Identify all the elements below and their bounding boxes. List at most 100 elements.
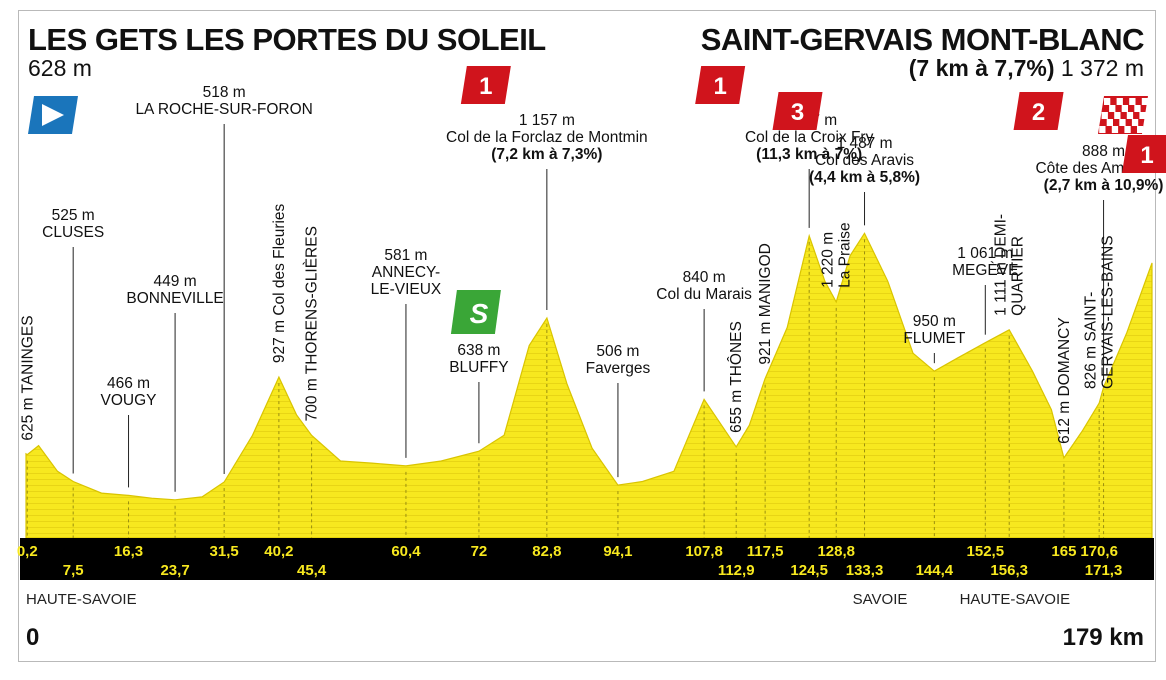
region-label: HAUTE-SAVOIE: [26, 591, 137, 608]
start-town-name: LES GETS LES PORTES DU SOLEIL: [28, 22, 546, 57]
checker-square: [1126, 112, 1134, 119]
finish-info: (7 km à 7,7%) 1 372 m: [701, 56, 1144, 80]
checker-square: [1141, 98, 1149, 105]
waypoint-label-vertical: 700 m THORENS-GLIÈRES: [304, 226, 321, 421]
checker-square: [1129, 98, 1136, 105]
waypoint-label: Col des Aravis: [815, 152, 914, 169]
waypoint-label: CLUSES: [42, 224, 104, 241]
waypoint-label: BLUFFY: [449, 359, 508, 376]
finish-town-name: SAINT-GERVAIS MONT-BLANC: [700, 22, 1145, 57]
climb-category-label: 1: [1140, 142, 1153, 169]
distance-marker-bottom: 144,4: [916, 562, 954, 579]
waypoint-label-vertical: 625 m TANINGES: [19, 315, 36, 440]
waypoint-label: VOUGY: [101, 392, 157, 409]
finish-altitude: 1 372 m: [1060, 55, 1144, 81]
waypoint-label-vertical: 921 m MANIGOD: [757, 243, 774, 364]
waypoint-label: ANNECY-: [372, 264, 440, 281]
checker-square: [1111, 126, 1119, 133]
start-flag-icon: [28, 96, 78, 134]
checker-square: [1104, 98, 1111, 105]
start-flag-arrow: [42, 104, 64, 126]
distance-band: [20, 538, 1154, 580]
distance-marker-bottom: 112,9: [718, 562, 755, 579]
distance-marker-top: 152,5: [967, 543, 1005, 560]
climb-category-1-icon: 1: [695, 66, 746, 104]
waypoint-label: 638 m: [457, 342, 500, 359]
distance-marker-bottom: 23,7: [160, 562, 189, 579]
finish-climb-detail: (7 km à 7,7%): [908, 55, 1055, 81]
waypoint-label: (11,3 km à 7%): [756, 146, 862, 163]
start-header: LES GETS LES PORTES DU SOLEIL 628 m: [28, 22, 546, 81]
distance-marker-top: 117,5: [747, 543, 784, 560]
waypoint-label-vertical: 612 m DOMANCY: [1056, 317, 1073, 444]
checker-square: [1121, 105, 1128, 112]
distance-marker-top: 0,2: [17, 543, 38, 560]
intermediate-sprint-icon: S: [450, 290, 501, 334]
waypoint-label: 581 m: [384, 247, 427, 264]
waypoint-label-vertical: 1 111 m DEMI-: [993, 214, 1010, 316]
distance-marker-top: 72: [471, 543, 488, 560]
waypoint-label: LA ROCHE-SUR-FORON: [135, 101, 312, 118]
waypoint-label: (2,7 km à 10,9%): [1044, 177, 1164, 194]
checker-square: [1131, 119, 1139, 126]
distance-marker-top: 165: [1051, 543, 1076, 560]
distance-marker-top: 107,8: [685, 543, 723, 560]
climb-category-label: 1: [479, 73, 492, 100]
distance-marker-bottom: 133,3: [846, 562, 884, 579]
waypoint-label-vertical: GERVAIS-LES-BAINS: [1100, 235, 1117, 389]
waypoint-label: 1 061 m: [957, 245, 1013, 262]
climb-badge-shape: [460, 66, 511, 104]
climb-category-1-icon: 1: [460, 66, 511, 104]
distance-marker-bottom: 156,3: [990, 562, 1028, 579]
checker-square: [1116, 98, 1123, 105]
chart-frame: [18, 10, 1156, 662]
start-altitude: 628 m: [28, 55, 92, 81]
checker-square: [1106, 119, 1113, 126]
waypoint-label-vertical: 826 m SAINT-: [1083, 292, 1100, 389]
distance-marker-top: 31,5: [210, 543, 239, 560]
distance-marker-bottom: 171,3: [1085, 562, 1123, 579]
checker-square: [1124, 126, 1131, 133]
distance-marker-top: 16,3: [114, 543, 143, 560]
climb-category-2-icon: 2: [1013, 92, 1064, 130]
waypoint-label-vertical: 655 m THÔNES: [728, 321, 745, 433]
waypoint-label: 1 157 m: [519, 112, 575, 129]
waypoint-label: (7,2 km à 7,3%): [491, 146, 602, 163]
checker-square: [1099, 126, 1106, 133]
waypoint-label: 449 m: [154, 273, 197, 290]
sprint-badge-shape: [450, 290, 501, 334]
climb-badge-shape: [1013, 92, 1064, 130]
distance-marker-top: 170,6: [1080, 543, 1118, 560]
sprint-label: S: [470, 298, 489, 329]
waypoint-label: 525 m: [52, 207, 95, 224]
waypoint-label: 1 487 m: [837, 135, 893, 152]
waypoint-label: 518 m: [203, 84, 246, 101]
waypoint-label: Col du Marais: [656, 286, 752, 303]
waypoint-label-vertical: La Praise: [837, 222, 854, 287]
waypoint-label-vertical: QUARTIER: [1010, 236, 1027, 316]
distance-marker-top: 128,8: [817, 543, 855, 560]
waypoint-label: BONNEVILLE: [126, 290, 223, 307]
waypoint-label: Col de la Croix Fry: [745, 129, 874, 146]
climb-badge-shape: [1122, 135, 1166, 173]
distance-marker-top: 40,2: [264, 543, 293, 560]
climb-category-1-icon: 1: [1122, 135, 1166, 173]
distance-marker-top: 82,8: [532, 543, 561, 560]
waypoint-label: Faverges: [586, 360, 651, 377]
climb-badge-shape: [695, 66, 746, 104]
distance-marker-top: 60,4: [391, 543, 421, 560]
waypoint-label: LE-VIEUX: [371, 281, 442, 298]
waypoint-label: (4,4 km à 5,8%): [809, 169, 920, 186]
waypoint-label-vertical: 1 220 m: [820, 232, 837, 288]
waypoint-label: 950 m: [913, 313, 956, 330]
checker-square: [1109, 105, 1116, 112]
distance-marker-bottom: 124,5: [790, 562, 828, 579]
distance-marker-top: 94,1: [603, 543, 632, 560]
checker-square: [1139, 112, 1146, 119]
elevation-profile-area: [25, 232, 1153, 539]
region-label: SAVOIE: [852, 591, 908, 608]
climb-badge-shape: [772, 92, 823, 130]
distance-start-label: 0: [26, 624, 40, 651]
checker-square: [1101, 112, 1108, 119]
